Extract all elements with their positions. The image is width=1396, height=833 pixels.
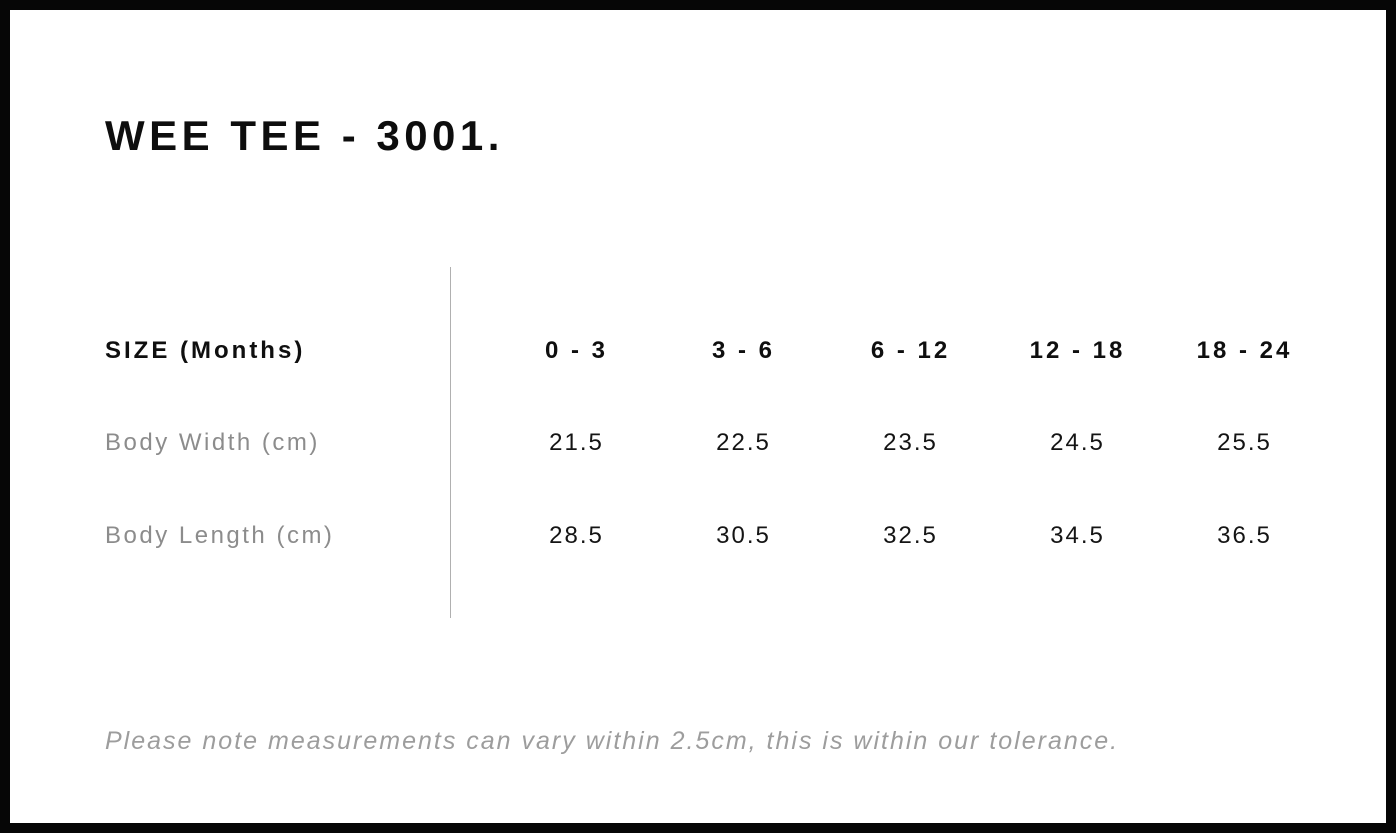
table-cell: 21.5 bbox=[549, 429, 604, 456]
table-cell: 23.5 bbox=[883, 429, 938, 456]
vertical-divider bbox=[450, 267, 451, 618]
page-title: WEE TEE - 3001. bbox=[105, 112, 504, 159]
table-row: Body Length (cm) 28.5 30.5 32.5 34.5 36.… bbox=[105, 522, 1328, 550]
table-cell: 36.5 bbox=[1217, 522, 1272, 549]
column-header: 18 - 24 bbox=[1196, 337, 1293, 364]
table-cell: 22.5 bbox=[716, 429, 771, 456]
tolerance-note: Please note measurements can vary within… bbox=[105, 727, 1120, 755]
table-cell: 32.5 bbox=[883, 522, 938, 549]
table-cell: 28.5 bbox=[549, 522, 604, 549]
column-header: 3 - 6 bbox=[711, 337, 776, 364]
column-header: 6 - 12 bbox=[870, 337, 951, 364]
column-header: 0 - 3 bbox=[544, 337, 609, 364]
table-header-row: SIZE (Months) 0 - 3 3 - 6 6 - 12 12 - 18… bbox=[105, 337, 1328, 365]
table-row: Body Width (cm) 21.5 22.5 23.5 24.5 25.5 bbox=[105, 429, 1328, 457]
column-header-size: SIZE (Months) bbox=[105, 337, 306, 364]
table-cell: 24.5 bbox=[1050, 429, 1105, 456]
size-chart-table: SIZE (Months) 0 - 3 3 - 6 6 - 12 12 - 18… bbox=[105, 267, 1328, 618]
table-cell: 30.5 bbox=[716, 522, 771, 549]
row-label: Body Width (cm) bbox=[105, 429, 320, 456]
table-cell: 34.5 bbox=[1050, 522, 1105, 549]
table-cell: 25.5 bbox=[1217, 429, 1272, 456]
row-label: Body Length (cm) bbox=[105, 522, 335, 549]
column-header: 12 - 18 bbox=[1029, 337, 1126, 364]
